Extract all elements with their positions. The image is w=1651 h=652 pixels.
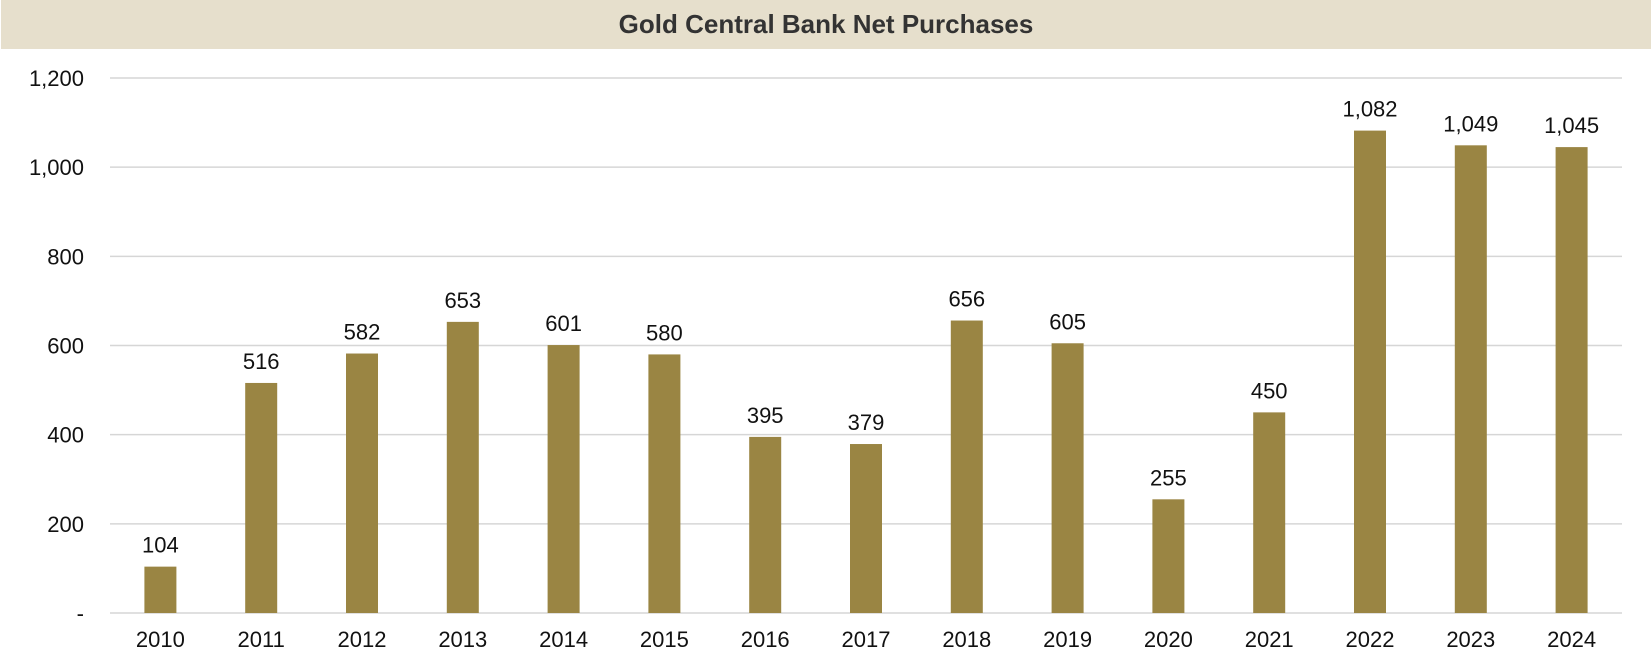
bar-2017	[850, 444, 882, 613]
bar-2023	[1454, 145, 1487, 613]
bar-2022	[1354, 130, 1386, 613]
x-tick-label-2024: 2024	[1547, 627, 1596, 652]
chart-title-band: Gold Central Bank Net Purchases	[1, 0, 1651, 49]
bar-2016	[749, 436, 782, 613]
x-tick-label-2021: 2021	[1245, 627, 1294, 652]
bar-2024	[1555, 147, 1588, 613]
data-label-2018: 656	[948, 287, 985, 312]
data-label-2011: 516	[243, 349, 280, 374]
y-tick-label: 400	[47, 423, 84, 448]
x-tick-label-2017: 2017	[842, 627, 891, 652]
data-label-2023: 1,049	[1443, 111, 1498, 136]
data-label-2014: 601	[545, 311, 582, 336]
bar-2018	[950, 320, 983, 613]
x-tick-label-2010: 2010	[136, 627, 185, 652]
x-tick-label-2016: 2016	[741, 627, 790, 652]
bars	[144, 130, 1588, 613]
y-axis-ticks: - 200 400 600 800 1,000 1,200	[29, 66, 84, 626]
y-tick-label: 1,200	[29, 66, 84, 91]
x-tick-label-2023: 2023	[1446, 627, 1495, 652]
bar-2021	[1253, 412, 1286, 613]
x-axis-ticks: 2010 2011 2012 2013 2014 2015 2016 2017 2018 2019…	[136, 627, 1596, 652]
x-tick-label-2013: 2013	[438, 627, 487, 652]
data-label-2021: 450	[1251, 378, 1288, 403]
y-tick-label: -	[77, 601, 84, 626]
data-label-2013: 653	[444, 288, 481, 313]
bar-2019	[1051, 343, 1084, 613]
x-tick-label-2012: 2012	[338, 627, 387, 652]
bar-2020	[1152, 499, 1185, 613]
data-label-2020: 255	[1150, 465, 1187, 490]
bar-2012	[346, 353, 378, 613]
data-label-2022: 1,082	[1342, 97, 1397, 122]
x-tick-label-2011: 2011	[238, 627, 285, 652]
x-tick-label-2022: 2022	[1346, 627, 1395, 652]
x-tick-label-2019: 2019	[1043, 627, 1092, 652]
bar-2014	[547, 345, 580, 613]
bar-2015	[648, 354, 681, 613]
bar-2013	[446, 321, 479, 613]
bar-2011	[245, 382, 278, 613]
x-tick-label-2014: 2014	[539, 627, 588, 652]
data-label-2010: 104	[142, 533, 179, 558]
x-tick-label-2020: 2020	[1144, 627, 1193, 652]
y-tick-label: 200	[47, 512, 84, 537]
data-label-2015: 580	[646, 320, 683, 345]
data-labels: 104 516 582 653 601 580 395 379 656 605 255 450 1,08…	[142, 97, 1599, 558]
data-label-2024: 1,045	[1544, 113, 1599, 138]
y-tick-label: 600	[47, 334, 84, 359]
y-tick-label: 1,000	[29, 155, 84, 180]
x-tick-label-2015: 2015	[640, 627, 689, 652]
x-tick-label-2018: 2018	[942, 627, 991, 652]
bar-2010	[144, 566, 177, 613]
data-label-2016: 395	[747, 403, 784, 428]
data-label-2017: 379	[848, 410, 885, 435]
chart-title: Gold Central Bank Net Purchases	[618, 9, 1034, 39]
y-tick-label: 800	[47, 244, 84, 269]
data-label-2019: 605	[1049, 309, 1086, 334]
data-label-2012: 582	[344, 320, 381, 345]
